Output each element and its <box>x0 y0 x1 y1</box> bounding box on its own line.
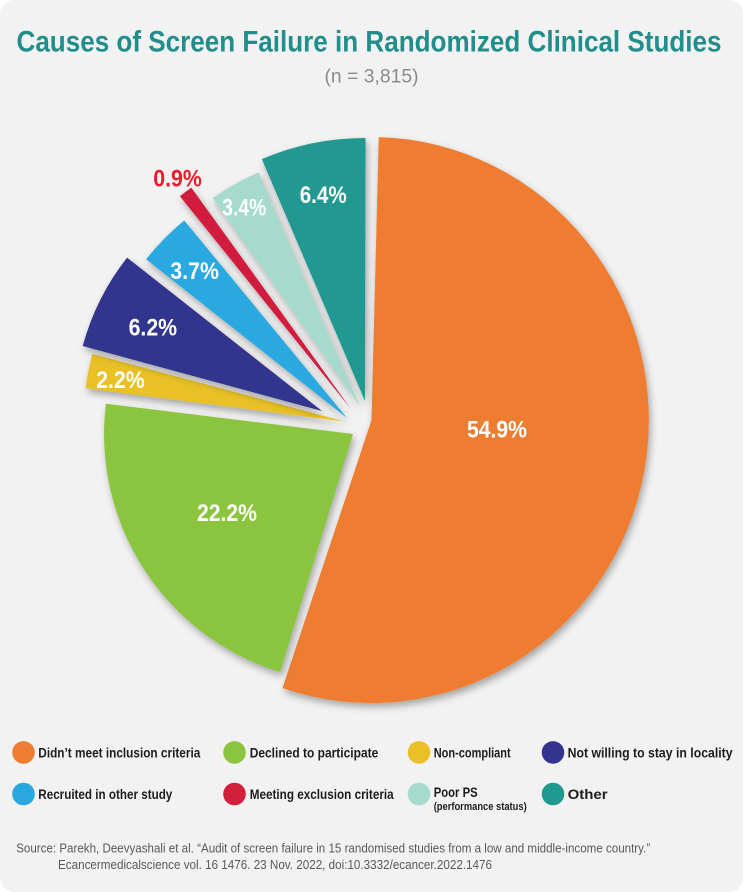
svg-text:6.4%: 6.4% <box>300 182 347 209</box>
svg-text:0.9%: 0.9% <box>153 165 202 192</box>
svg-text:Didn’t meet inclusion criteria: Didn’t meet inclusion criteria <box>38 744 200 760</box>
svg-text:Ecancermedicalscience vol. 16: Ecancermedicalscience vol. 16 1476. 23 N… <box>58 857 492 872</box>
svg-text:3.7%: 3.7% <box>170 258 219 285</box>
svg-text:Poor PS: Poor PS <box>434 784 478 800</box>
svg-text:Source: Parekh, Deevyashali et: Source: Parekh, Deevyashali et al. “Audi… <box>16 841 650 856</box>
svg-text:6.2%: 6.2% <box>129 315 178 342</box>
svg-text:22.2%: 22.2% <box>197 500 257 527</box>
svg-text:Not willing to stay in localit: Not willing to stay in locality <box>568 744 733 760</box>
svg-text:(n = 3,815): (n = 3,815) <box>325 67 419 88</box>
svg-text:Meeting exclusion criteria: Meeting exclusion criteria <box>250 786 394 802</box>
svg-text:Other: Other <box>568 786 609 802</box>
svg-text:3.4%: 3.4% <box>222 195 266 222</box>
svg-text:(performance status): (performance status) <box>434 801 527 813</box>
svg-text:Causes of Screen Failure in Ra: Causes of Screen Failure in Randomized C… <box>17 25 722 58</box>
svg-text:2.2%: 2.2% <box>96 367 145 394</box>
svg-text:Recruited in other study: Recruited in other study <box>38 786 172 802</box>
svg-text:Declined to participate: Declined to participate <box>250 744 379 760</box>
svg-text:Non-compliant: Non-compliant <box>434 744 511 760</box>
svg-text:54.9%: 54.9% <box>467 416 527 443</box>
